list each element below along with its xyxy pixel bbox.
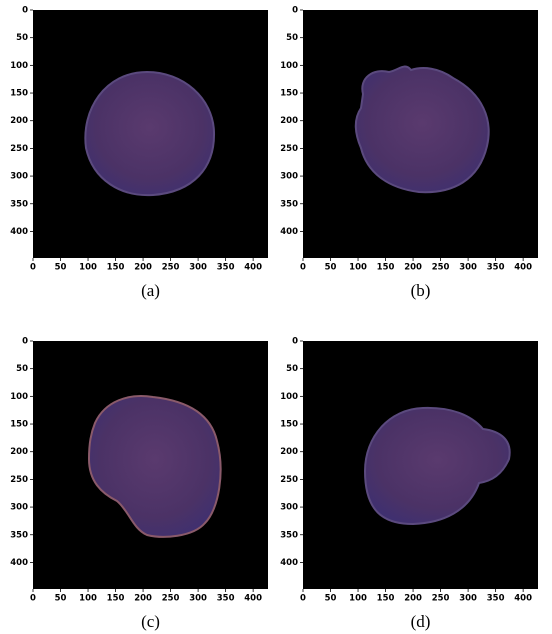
x-tick-label: 300 <box>189 594 207 604</box>
panel-d <box>303 341 538 589</box>
y-tick-label: 50 <box>286 364 298 374</box>
cell <box>84 70 216 197</box>
x-tick-label: 250 <box>432 594 450 604</box>
y-tick-label: 250 <box>280 144 298 154</box>
x-tick-label: 200 <box>134 594 152 604</box>
y-tick-label: 200 <box>10 116 28 126</box>
cell <box>87 395 222 538</box>
y-tick-label: 400 <box>280 227 298 237</box>
y-tick-label: 250 <box>10 475 28 485</box>
x-tick-label: 350 <box>217 594 235 604</box>
y-tick-label: 400 <box>280 558 298 568</box>
y-tick-label: 100 <box>10 61 28 71</box>
y-tick-label: 150 <box>280 89 298 99</box>
x-tick-label: 0 <box>30 594 36 604</box>
x-tick-label: 350 <box>487 594 505 604</box>
x-tick-label: 150 <box>377 263 395 273</box>
x-tick-label: 350 <box>487 263 505 273</box>
x-tick-label: 250 <box>162 594 180 604</box>
x-tick-label: 250 <box>432 263 450 273</box>
y-tick-label: 150 <box>10 420 28 430</box>
x-tick-label: 150 <box>107 263 125 273</box>
x-tick-label: 250 <box>162 263 180 273</box>
x-tick-label: 100 <box>79 594 97 604</box>
x-tick-label: 150 <box>377 594 395 604</box>
x-tick-label: 50 <box>325 263 337 273</box>
y-tick-label: 350 <box>10 530 28 540</box>
x-tick-label: 300 <box>189 263 207 273</box>
x-tick-label: 400 <box>244 594 262 604</box>
x-tick-label: 400 <box>514 263 532 273</box>
y-tick-label: 400 <box>10 558 28 568</box>
y-tick-label: 150 <box>10 89 28 99</box>
y-tick-label: 50 <box>16 33 28 43</box>
x-tick-label: 400 <box>244 263 262 273</box>
y-tick-label: 50 <box>16 364 28 374</box>
y-tick-label: 0 <box>22 6 28 16</box>
x-tick-label: 100 <box>79 263 97 273</box>
y-tick-label: 100 <box>10 392 28 402</box>
panel-b <box>303 10 538 258</box>
x-tick-label: 50 <box>55 594 67 604</box>
panel-c <box>33 341 268 589</box>
y-tick-label: 300 <box>10 503 28 513</box>
y-tick-label: 50 <box>286 33 298 43</box>
y-tick-label: 0 <box>292 6 298 16</box>
y-tick-label: 300 <box>280 172 298 182</box>
x-tick-label: 150 <box>107 594 125 604</box>
y-tick-label: 350 <box>10 199 28 209</box>
y-tick-label: 100 <box>280 61 298 71</box>
caption: (d) <box>411 612 431 631</box>
y-tick-label: 0 <box>292 337 298 347</box>
y-tick-label: 300 <box>280 503 298 513</box>
y-tick-label: 200 <box>280 116 298 126</box>
cell <box>363 406 511 526</box>
y-tick-label: 400 <box>10 227 28 237</box>
caption: (a) <box>141 281 160 300</box>
y-tick-label: 350 <box>280 199 298 209</box>
x-tick-label: 50 <box>55 263 67 273</box>
x-tick-label: 50 <box>325 594 337 604</box>
x-tick-label: 0 <box>300 263 306 273</box>
y-tick-label: 250 <box>10 144 28 154</box>
x-tick-label: 300 <box>459 263 477 273</box>
y-tick-label: 100 <box>280 392 298 402</box>
y-tick-label: 200 <box>10 447 28 457</box>
x-tick-label: 400 <box>514 594 532 604</box>
x-tick-label: 200 <box>134 263 152 273</box>
x-tick-label: 350 <box>217 263 235 273</box>
cell <box>354 65 490 194</box>
x-tick-label: 300 <box>459 594 477 604</box>
y-tick-label: 0 <box>22 337 28 347</box>
caption: (b) <box>411 281 431 300</box>
x-tick-label: 100 <box>349 594 367 604</box>
x-tick-label: 200 <box>404 263 422 273</box>
y-tick-label: 350 <box>280 530 298 540</box>
y-tick-label: 300 <box>10 172 28 182</box>
x-tick-label: 200 <box>404 594 422 604</box>
x-tick-label: 100 <box>349 263 367 273</box>
y-tick-label: 150 <box>280 420 298 430</box>
y-tick-label: 250 <box>280 475 298 485</box>
panel-a <box>33 10 268 258</box>
y-tick-label: 200 <box>280 447 298 457</box>
x-tick-label: 0 <box>300 594 306 604</box>
x-tick-label: 0 <box>30 263 36 273</box>
caption: (c) <box>141 612 160 631</box>
